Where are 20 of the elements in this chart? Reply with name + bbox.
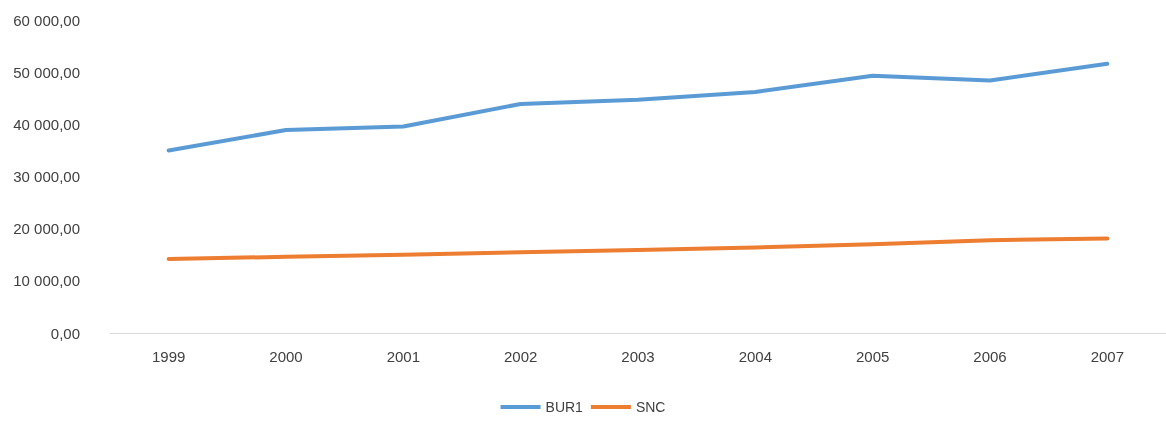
- x-tick-label: 2000: [269, 348, 303, 365]
- x-tick-label: 2002: [503, 348, 538, 365]
- x-tick-label: 2006: [973, 348, 1007, 365]
- y-tick-label: 50 000,00: [13, 63, 80, 81]
- legend-label: BUR1: [545, 399, 584, 415]
- x-tick-label: 1999: [151, 348, 186, 365]
- y-tick-label: 60 000,00: [13, 11, 80, 29]
- x-tick-label: 2007: [1090, 348, 1125, 365]
- x-tick-label: 2003: [621, 348, 655, 365]
- y-tick-label: 40 000,00: [13, 115, 80, 133]
- x-tick-label: 2001: [386, 348, 421, 365]
- x-tick-label: 2005: [855, 348, 890, 365]
- line-series: [166, 61, 1110, 153]
- y-tick-label: 30 000,00: [13, 168, 80, 185]
- y-tick-label: 10 000,00: [13, 272, 80, 290]
- x-tick-label: 2004: [738, 348, 773, 365]
- legend-label: SNC: [635, 399, 666, 415]
- y-tick-label: 20 000,00: [13, 220, 80, 238]
- y-tick-label: 0,00: [50, 324, 80, 342]
- line-series: [166, 236, 1110, 261]
